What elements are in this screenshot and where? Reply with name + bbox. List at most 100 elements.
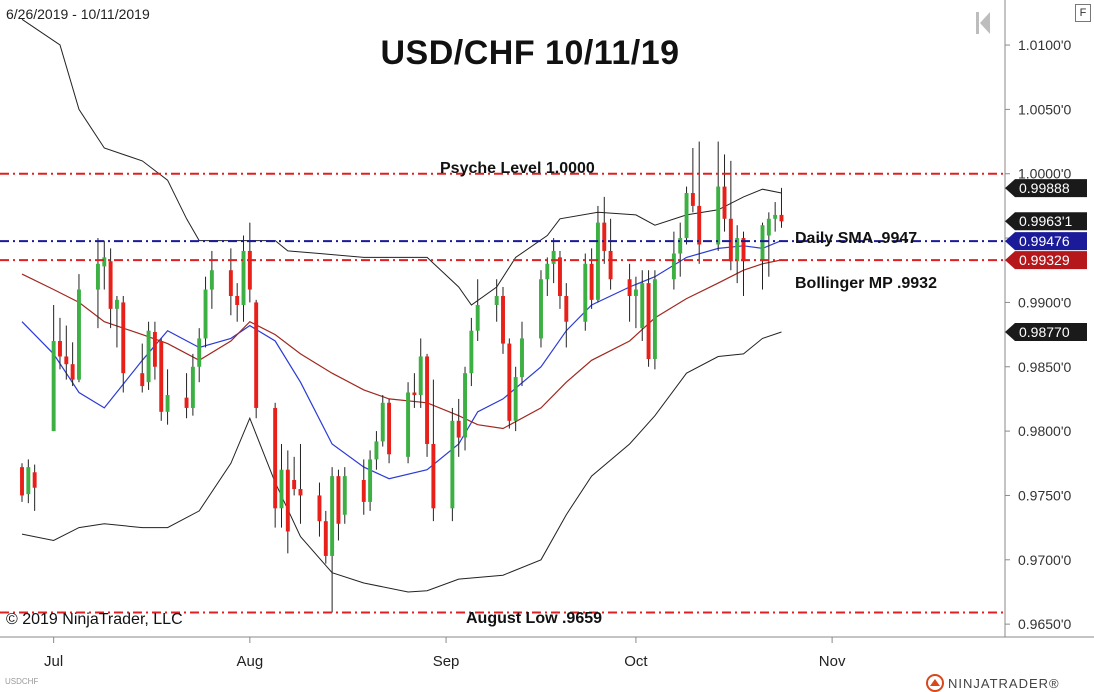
candle (766, 212, 771, 277)
candle-body-down (323, 521, 328, 556)
price-label: 0.9963'1 (1005, 212, 1087, 231)
candle-body-up (760, 225, 765, 262)
candle (539, 270, 543, 348)
candle-body-down (602, 222, 607, 251)
candle (412, 373, 417, 408)
price-label-box (1005, 232, 1087, 251)
candle-body-up (342, 476, 347, 515)
candle (646, 270, 651, 367)
sma-line (21, 240, 782, 480)
candle-body-down (317, 495, 322, 522)
candle (32, 464, 37, 511)
psyche-level-label: Psyche Level 1.0000 (440, 160, 595, 177)
candle (418, 338, 423, 408)
middle-band-line (21, 259, 782, 430)
candle (697, 141, 702, 264)
candle (741, 231, 746, 296)
candle (51, 304, 56, 432)
candle-body-up (450, 420, 455, 509)
price-label: 0.99476 (1005, 232, 1087, 251)
candle-body-down (254, 302, 259, 408)
candle (108, 248, 113, 329)
skip-to-start-icon[interactable] (976, 12, 990, 34)
price-label-text: 0.9963'1 (1019, 213, 1072, 229)
candle (152, 321, 157, 380)
candle (330, 467, 335, 613)
candle (469, 317, 474, 387)
candle (608, 218, 613, 290)
candle-body-down (608, 250, 613, 280)
candle (501, 286, 505, 354)
candle-body-up (190, 366, 195, 408)
candle-body-down (108, 261, 113, 309)
candle-body-up (76, 289, 81, 380)
candle-body-up (539, 279, 543, 339)
price-label: 0.99329 (1005, 251, 1087, 270)
candle (254, 299, 259, 419)
candle-body-up (583, 263, 588, 322)
candle-body-up (406, 392, 411, 457)
candle (475, 279, 480, 342)
candle (64, 325, 69, 380)
candle (640, 270, 645, 342)
candle (76, 274, 81, 383)
price-label-box (1005, 251, 1087, 270)
candle-body-down (159, 341, 164, 412)
candle (684, 186, 689, 245)
candle-body-down (690, 193, 695, 206)
candle (102, 240, 107, 290)
candle-body-up (165, 395, 170, 412)
candle (165, 369, 170, 425)
symbol-label: USDCHF (5, 677, 39, 686)
candle-body-down (741, 238, 746, 262)
x-tick-label: Oct (624, 653, 648, 670)
candle-body-down (501, 295, 505, 344)
candle (159, 338, 164, 421)
candle-body-up (595, 222, 600, 300)
candle (95, 238, 100, 329)
y-tick-label: 1.0050'0 (1018, 101, 1071, 117)
price-label-text: 0.99329 (1019, 252, 1070, 268)
candle (722, 154, 727, 232)
candle (247, 222, 252, 303)
candle-body-up (279, 469, 284, 509)
candle (564, 283, 569, 348)
candle (323, 510, 328, 564)
horizontal-levels (0, 172, 1005, 614)
candle (735, 225, 740, 284)
candle-body-up (95, 263, 100, 290)
candle-body-up (330, 476, 335, 556)
candle (728, 160, 733, 271)
candle (760, 222, 765, 290)
candle (228, 248, 233, 316)
candle-body-down (627, 279, 632, 296)
candle (368, 450, 373, 511)
candle (298, 443, 303, 524)
axes: Jul Aug Sep Oct Nov (0, 0, 1094, 670)
candle (494, 279, 499, 322)
candle (26, 459, 31, 504)
candle-body-down (361, 480, 366, 502)
ninjatrader-logo-icon (926, 674, 944, 692)
candle (387, 398, 392, 464)
candle (456, 398, 461, 457)
candle-body-up (513, 377, 518, 421)
candle (602, 196, 607, 264)
price-label-box (1005, 323, 1087, 342)
f-icon[interactable]: F (1075, 4, 1091, 22)
price-label-text: 0.99888 (1019, 180, 1070, 196)
candle (114, 295, 119, 348)
candle-body-up (652, 279, 657, 360)
candle (374, 431, 379, 470)
candle (146, 321, 151, 390)
candle-body-down (387, 402, 392, 455)
y-tick-label: 0.9850'0 (1018, 359, 1071, 375)
candle (627, 263, 632, 322)
candle (121, 295, 126, 393)
candle (279, 443, 284, 528)
price-labels: 0.99888 0.9963'1 0.99476 0.99329 0.98770 (1005, 179, 1087, 342)
price-label-box (1005, 212, 1087, 231)
skip-bar (976, 12, 979, 34)
date-range-label: 6/26/2019 - 10/11/2019 (6, 6, 150, 22)
